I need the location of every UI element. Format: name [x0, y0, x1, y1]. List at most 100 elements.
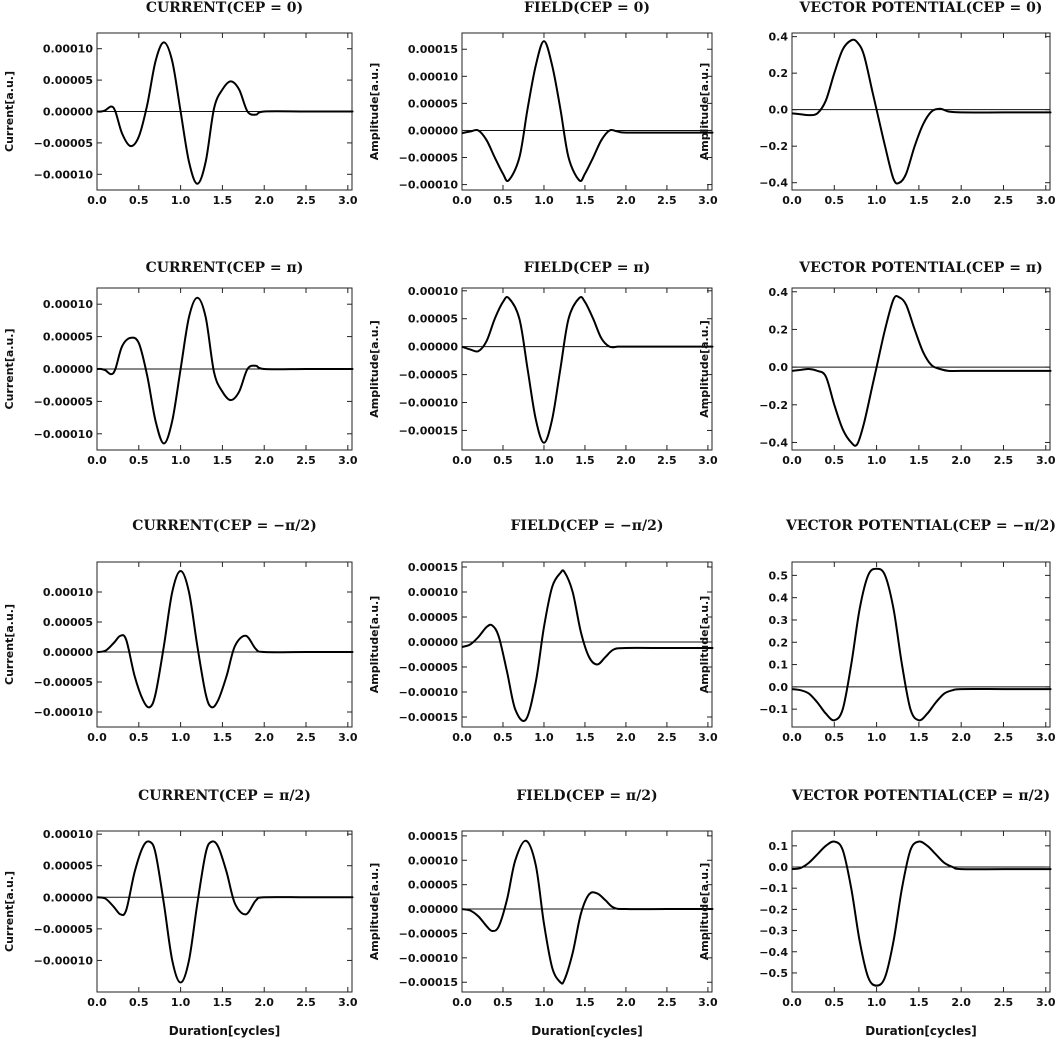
plot-frame — [461, 32, 713, 191]
x-tick-label: 2.5 — [994, 731, 1014, 744]
plot-frame — [96, 830, 353, 993]
x-tick-label: 0.0 — [87, 454, 107, 467]
y-tick-label: −0.00010 — [399, 952, 459, 965]
x-tick-label: 1.0 — [534, 996, 554, 1009]
plot-frame — [791, 830, 1051, 993]
y-tick-label: −0.00005 — [34, 137, 93, 150]
panel-current-cep-0: CURRENT(CEP = 0)Current[a.u.]0.000100.00… — [3, 0, 358, 207]
y-tick-label: 0.00000 — [43, 106, 93, 119]
x-tick-label: 0.5 — [129, 454, 149, 467]
y-tick-label: 0.3 — [769, 614, 789, 627]
x-tick-label: 0.0 — [452, 194, 472, 207]
y-tick-label: 0.00000 — [408, 636, 458, 649]
x-tick-label: 2.5 — [994, 996, 1014, 1009]
plot-frame — [461, 561, 713, 728]
y-tick-label: −0.00005 — [34, 923, 93, 936]
y-tick-label: −0.00005 — [399, 152, 458, 165]
y-tick-label: −0.2 — [759, 903, 788, 916]
x-tick-label: 1.0 — [534, 454, 554, 467]
y-tick-label: −0.00015 — [399, 711, 458, 724]
y-tick-label: 0.1 — [769, 659, 789, 672]
x-tick-label: 2.0 — [254, 731, 274, 744]
y-axis-label: Amplitude[a.u.] — [698, 63, 711, 160]
x-tick-label: 2.0 — [951, 996, 971, 1009]
x-tick-label: 0.5 — [493, 731, 513, 744]
panel-vector-potential-cep-pi-2: VECTOR POTENTIAL(CEP = π/2) Amplitude[a.u… — [698, 788, 1056, 1009]
y-tick-label: −0.2 — [759, 399, 788, 412]
x-tick-label: 0.5 — [825, 454, 845, 467]
panel-current-cep-pi: CURRENT(CEP = π)Current[a.u.]0.000100.00… — [3, 260, 358, 467]
y-axis-label: Current[a.u.] — [3, 604, 16, 685]
y-tick-label: 0.00005 — [43, 616, 93, 629]
plot-frame — [791, 287, 1051, 451]
x-tick-label: 1.5 — [213, 454, 233, 467]
series-line — [791, 840, 1052, 987]
series-line — [461, 40, 714, 182]
series-line — [791, 295, 1052, 447]
x-tick-label: 3.0 — [338, 996, 358, 1009]
y-axis-label: Amplitude[a.u.] — [698, 320, 711, 417]
x-tick-label: 1.5 — [909, 996, 929, 1009]
y-tick-label: 0.00000 — [408, 341, 458, 354]
series-line — [96, 41, 354, 185]
x-tick-label: 2.5 — [657, 194, 677, 207]
series-line — [96, 296, 354, 445]
x-tick-label: 1.0 — [534, 194, 554, 207]
y-axis-label: Amplitude[a.u.] — [368, 863, 381, 960]
y-tick-label: −0.00010 — [34, 706, 94, 719]
y-tick-label: 0.2 — [769, 323, 789, 336]
x-axis-label: Duration[cycles] — [865, 1024, 977, 1038]
series-line — [461, 296, 714, 444]
x-tick-label: 2.0 — [951, 731, 971, 744]
x-tick-label: 1.0 — [171, 996, 191, 1009]
x-tick-label: 2.0 — [616, 996, 636, 1009]
y-tick-label: 0.00010 — [408, 285, 458, 298]
y-tick-label: 0.0 — [769, 361, 789, 374]
y-tick-label: 0.4 — [769, 592, 789, 605]
y-axis-label: Current[a.u.] — [3, 329, 16, 410]
x-tick-label: 3.0 — [1036, 454, 1056, 467]
x-tick-label: 3.0 — [698, 731, 718, 744]
x-tick-label: 2.5 — [296, 194, 316, 207]
y-tick-label: 0.00010 — [408, 854, 458, 867]
x-tick-label: 2.5 — [994, 454, 1014, 467]
y-tick-label: 0.00005 — [408, 97, 458, 110]
x-tick-label: 2.0 — [254, 454, 274, 467]
panel-current-cep-minus-pi-2: CURRENT(CEP = −π/2) Current[a.u.] 0.00010 0… — [3, 518, 358, 744]
x-tick-label: 2.0 — [616, 731, 636, 744]
x-tick-label: 2.5 — [296, 996, 316, 1009]
x-tick-label: 2.0 — [951, 194, 971, 207]
x-tick-label: 0.5 — [493, 996, 513, 1009]
plot-frame — [791, 561, 1051, 728]
x-tick-label: 0.5 — [825, 996, 845, 1009]
x-axis-label: Duration[cycles] — [531, 1024, 643, 1038]
panel-title: CURRENT(CEP = π) — [146, 260, 304, 276]
x-tick-label: 3.0 — [338, 454, 358, 467]
x-tick-label: 2.5 — [657, 996, 677, 1009]
y-axis-label: Amplitude[a.u.] — [368, 63, 381, 160]
y-tick-label: −0.5 — [759, 967, 788, 980]
x-tick-label: 1.0 — [171, 194, 191, 207]
x-tick-label: 0.5 — [129, 996, 149, 1009]
series-line — [461, 839, 714, 985]
x-tick-label: 0.0 — [782, 996, 802, 1009]
series-line — [791, 38, 1052, 185]
x-tick-label: 1.5 — [213, 194, 233, 207]
y-tick-label: 0.00005 — [408, 611, 458, 624]
y-tick-label: −0.00005 — [399, 661, 458, 674]
y-tick-label: 0.00010 — [43, 828, 93, 841]
y-tick-label: 0.00000 — [43, 891, 93, 904]
panel-title: VECTOR POTENTIAL(CEP = −π/2) — [785, 518, 1056, 534]
x-tick-label: 1.5 — [213, 731, 233, 744]
y-tick-label: 0.00010 — [43, 586, 93, 599]
y-tick-label: 0.0 — [769, 681, 789, 694]
x-tick-label: 2.0 — [616, 194, 636, 207]
y-tick-label: −0.4 — [759, 946, 788, 959]
panel-title: VECTOR POTENTIAL(CEP = 0) — [799, 0, 1043, 16]
y-tick-label: 0.00010 — [43, 43, 93, 56]
plot-frame — [461, 830, 713, 993]
y-axis-label: Amplitude[a.u.] — [368, 320, 381, 417]
x-tick-label: 1.5 — [575, 454, 595, 467]
y-tick-label: 0.00010 — [408, 70, 458, 83]
x-tick-label: 3.0 — [338, 731, 358, 744]
